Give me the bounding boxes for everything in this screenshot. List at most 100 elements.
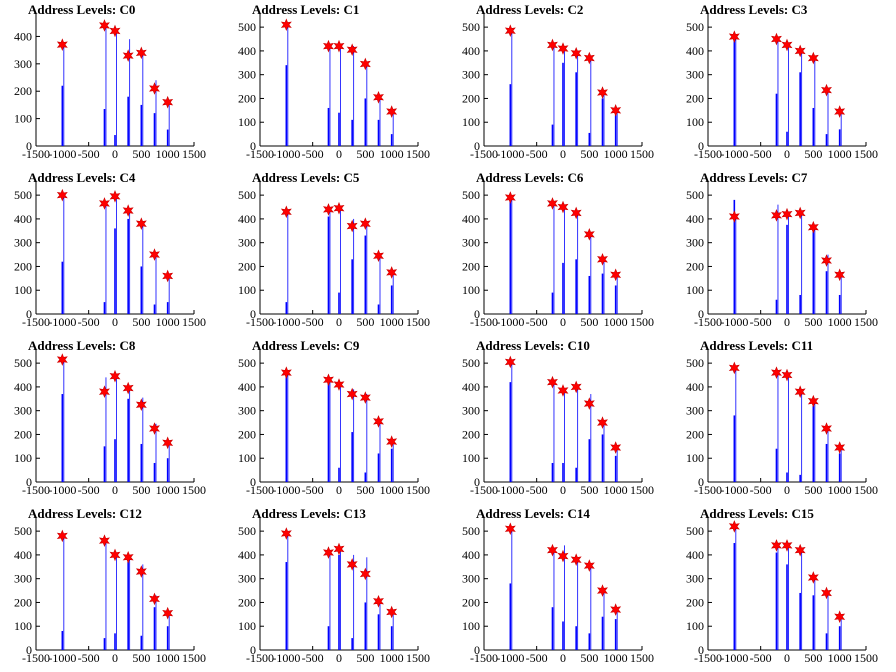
peak-marker (546, 197, 558, 210)
y-tick-label: 300 (238, 404, 256, 418)
peak-marker (98, 197, 110, 210)
y-tick-label: 400 (462, 380, 480, 394)
peak-marker (834, 268, 846, 282)
x-tick-label: 500 (804, 483, 822, 497)
x-tick-label: 500 (356, 651, 374, 665)
y-tick-label: 100 (238, 451, 256, 465)
y-tick-label: 100 (462, 283, 480, 297)
y-tick-label: 100 (686, 619, 704, 633)
peak-marker (583, 559, 595, 572)
x-tick-label: -1000 (272, 315, 300, 329)
x-tick-label: -1000 (720, 147, 748, 161)
x-tick-label: 0 (560, 651, 566, 665)
peak-marker (807, 51, 819, 65)
y-tick-label: 500 (14, 188, 32, 202)
y-tick-label: 100 (238, 115, 256, 129)
x-tick-label: 1500 (182, 483, 206, 497)
x-tick-label: 0 (336, 147, 342, 161)
chart-title: Address Levels: C15 (700, 506, 814, 521)
y-tick-label: 300 (14, 572, 32, 586)
x-tick-label: 0 (112, 147, 118, 161)
chart-panel-7: Address Levels: C7 0 100 200 300 400 500 -1500-… (672, 168, 896, 336)
peak-marker (570, 206, 582, 220)
chart-panel-10: Address Levels: C10 0 100 200 300 400 500 -1500… (448, 336, 672, 504)
x-tick-label: 0 (336, 483, 342, 497)
x-tick-label: -1000 (720, 315, 748, 329)
y-tick-label: 100 (14, 112, 32, 126)
peak-marker (280, 366, 292, 379)
y-tick-label: 100 (238, 619, 256, 633)
y-tick-label: 200 (462, 595, 480, 609)
y-tick-label: 300 (14, 57, 32, 71)
peak-marker (781, 368, 793, 382)
x-tick-label: -1000 (496, 483, 524, 497)
chart-svg: Address Levels: C40100200300400500-1500-… (14, 170, 206, 329)
peak-marker (359, 391, 371, 404)
x-tick-label: 1000 (828, 651, 852, 665)
x-tick-label: 1000 (380, 651, 404, 665)
x-tick-label: 1000 (156, 651, 180, 665)
x-tick-label: -500 (78, 651, 100, 665)
peak-marker (781, 207, 793, 221)
peak-marker (570, 380, 582, 394)
x-tick-label: 1500 (406, 315, 430, 329)
y-tick-label: 200 (14, 259, 32, 273)
peak-marker (834, 610, 846, 624)
x-tick-label: 500 (804, 147, 822, 161)
peak-marker (546, 375, 558, 389)
y-tick-label: 0 (26, 643, 32, 657)
peak-marker (728, 210, 740, 223)
peak-marker (386, 605, 398, 619)
x-tick-label: 1500 (854, 651, 878, 665)
peak-marker (770, 209, 782, 222)
peak-marker (98, 19, 110, 32)
x-tick-label: 1500 (182, 147, 206, 161)
x-tick-label: -1000 (48, 315, 76, 329)
y-tick-label: 500 (238, 20, 256, 34)
chart-title: Address Levels: C13 (252, 506, 366, 521)
y-tick-label: 400 (238, 212, 256, 226)
y-tick-label: 400 (686, 548, 704, 562)
x-tick-label: 1000 (604, 315, 628, 329)
peak-marker (109, 369, 121, 383)
peak-marker (834, 105, 846, 118)
x-tick-label: 1000 (156, 147, 180, 161)
peak-marker (98, 385, 110, 398)
peak-marker (557, 384, 569, 397)
y-tick-label: 400 (14, 380, 32, 394)
y-tick-label: 0 (698, 139, 704, 153)
y-tick-label: 0 (26, 307, 32, 321)
x-tick-label: 1500 (406, 651, 430, 665)
y-tick-label: 300 (686, 404, 704, 418)
x-tick-label: -1000 (720, 651, 748, 665)
x-tick-label: -500 (750, 147, 772, 161)
x-tick-label: -1000 (496, 147, 524, 161)
x-tick-label: 500 (580, 315, 598, 329)
peak-marker (794, 543, 806, 557)
y-tick-label: 400 (238, 44, 256, 58)
x-tick-label: -1500 (22, 315, 50, 329)
peak-marker (373, 415, 384, 428)
chart-svg: Address Levels: C10 0 100 200 300 400 500 -1500… (462, 338, 654, 497)
chart-title: Address Levels: C3 (700, 2, 808, 17)
y-tick-label: 100 (14, 451, 32, 465)
x-tick-label: -1500 (470, 315, 498, 329)
peak-marker (149, 248, 160, 261)
peak-marker (149, 592, 160, 606)
x-tick-label: 1000 (156, 483, 180, 497)
x-tick-label: -500 (750, 651, 772, 665)
y-tick-label: 100 (14, 619, 32, 633)
y-tick-label: 200 (686, 91, 704, 105)
chart-title: Address Levels: C0 (28, 2, 135, 17)
peak-marker (135, 565, 147, 578)
chart-svg: Address Levels: C60100200300400500-1500-… (462, 170, 654, 329)
x-tick-label: -500 (302, 651, 324, 665)
peak-marker (135, 217, 147, 230)
y-tick-label: 400 (462, 212, 480, 226)
y-tick-label: 400 (686, 380, 704, 394)
peak-marker (346, 387, 358, 401)
peak-marker (781, 38, 793, 52)
y-tick-label: 200 (238, 91, 256, 105)
peak-marker (610, 603, 622, 616)
y-tick-label: 500 (462, 524, 480, 538)
